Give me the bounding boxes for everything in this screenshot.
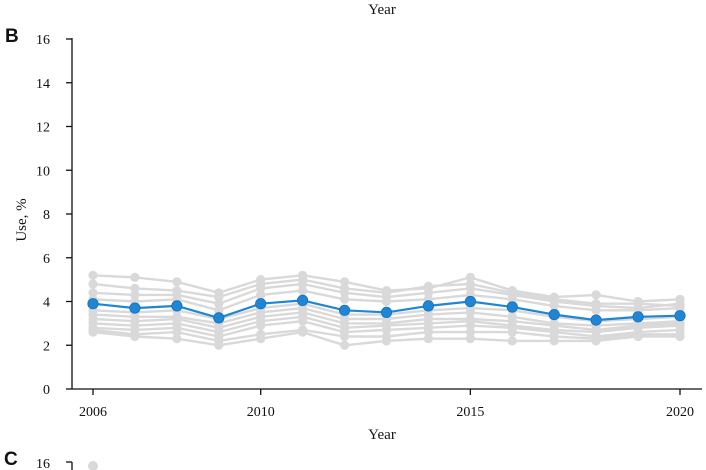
data-point [298, 286, 308, 296]
data-point [172, 327, 182, 337]
data-point [674, 310, 686, 322]
y-tick-label: 16 [36, 33, 50, 48]
y-tick-label: 8 [43, 208, 50, 223]
y-tick-label: 10 [36, 164, 50, 179]
data-point [465, 272, 475, 282]
data-point [340, 294, 350, 304]
data-point [130, 331, 140, 342]
panel-c-data-point [88, 461, 98, 470]
data-point [255, 298, 267, 310]
top-panel-x-axis-label: Year [368, 2, 396, 18]
data-point [256, 321, 266, 331]
data-point [214, 299, 224, 309]
panel-c-y-tick-label-16: 16 [36, 457, 50, 470]
data-point [549, 336, 559, 346]
data-point [381, 296, 392, 307]
data-point [507, 294, 517, 304]
data-point [130, 272, 140, 282]
data-point [507, 327, 517, 337]
background-series [88, 327, 685, 350]
y-tick-label: 0 [43, 383, 50, 398]
y-tick-label: 6 [43, 252, 50, 267]
background-series [88, 286, 685, 315]
panel-label-b: B [5, 26, 19, 47]
y-tick-label: 14 [36, 77, 50, 92]
data-point [298, 279, 308, 289]
data-point [423, 288, 433, 298]
data-point [129, 302, 141, 314]
data-point [340, 340, 350, 350]
y-tick-label: 12 [36, 121, 50, 136]
data-point [507, 336, 517, 346]
data-point [214, 305, 224, 315]
y-tick-label: 4 [43, 296, 50, 311]
data-point [675, 331, 685, 342]
data-point [465, 283, 475, 293]
data-point [298, 327, 308, 337]
data-point [465, 307, 475, 317]
data-point [548, 308, 560, 321]
data-point [381, 336, 392, 346]
data-point [422, 300, 434, 312]
data-point [380, 306, 393, 318]
data-point [214, 340, 224, 350]
y-tick-label: 2 [43, 339, 50, 354]
data-point [340, 288, 350, 298]
data-point [465, 321, 475, 331]
x-tick-label: 2015 [456, 405, 484, 420]
data-point [214, 292, 224, 302]
data-point [675, 303, 685, 313]
data-point [87, 298, 99, 310]
data-point [549, 301, 559, 311]
data-point [88, 279, 98, 289]
data-point [130, 290, 140, 300]
data-point [590, 314, 602, 326]
data-point [298, 316, 308, 326]
data-point [296, 294, 309, 306]
data-point [130, 283, 140, 293]
x-tick-label: 2006 [79, 405, 107, 420]
data-point [465, 334, 475, 344]
data-point [88, 327, 98, 337]
data-point [591, 290, 601, 300]
data-point [338, 304, 351, 316]
x-tick-label: 2010 [247, 405, 275, 420]
data-point [633, 331, 643, 342]
data-point [172, 334, 182, 344]
data-point [423, 334, 433, 344]
data-point [591, 336, 601, 346]
data-point [213, 312, 225, 324]
x-tick-label: 2020 [666, 405, 694, 420]
data-point [340, 277, 350, 287]
x-axis-label: Year [368, 427, 396, 443]
data-point [88, 288, 98, 298]
data-point [632, 311, 644, 323]
data-point [256, 334, 266, 344]
data-point [423, 281, 433, 291]
data-point [340, 331, 350, 342]
data-point [591, 305, 601, 315]
data-point [88, 270, 98, 280]
data-point [172, 277, 182, 287]
y-axis-label: Use, % [14, 198, 30, 241]
data-point [506, 301, 518, 313]
data-point [256, 283, 266, 293]
data-point [423, 327, 433, 337]
data-point [171, 300, 183, 312]
data-point [381, 325, 392, 335]
data-point [465, 327, 475, 337]
data-point [256, 290, 266, 300]
data-point [464, 295, 476, 308]
panel-label-c: C [4, 449, 18, 470]
highlight-series [87, 294, 686, 326]
